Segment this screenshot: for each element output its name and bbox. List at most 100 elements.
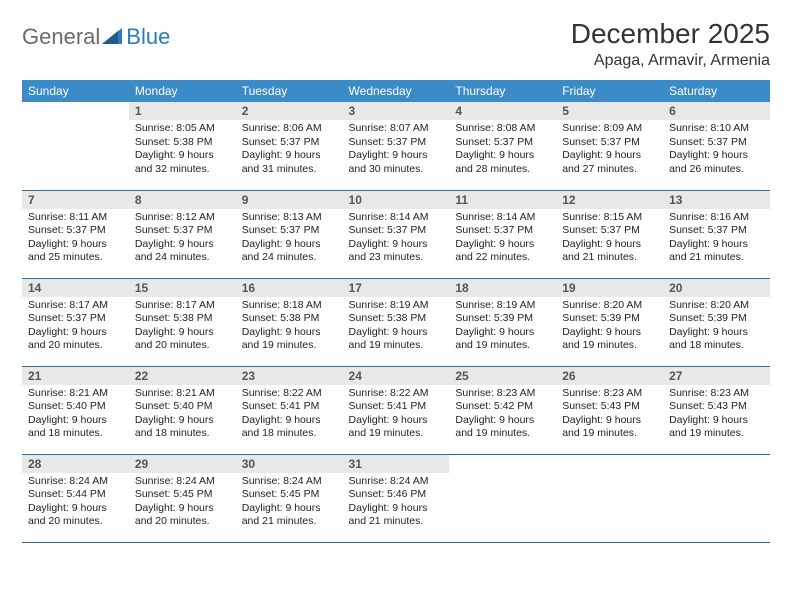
day-content: Sunrise: 8:05 AMSunset: 5:38 PMDaylight:… xyxy=(129,120,236,181)
day-number: 26 xyxy=(556,367,663,385)
day-content: Sunrise: 8:20 AMSunset: 5:39 PMDaylight:… xyxy=(556,297,663,358)
day-number: 15 xyxy=(129,279,236,297)
calendar-cell: 8Sunrise: 8:12 AMSunset: 5:37 PMDaylight… xyxy=(129,190,236,278)
calendar-cell xyxy=(663,454,770,542)
calendar-cell: 16Sunrise: 8:18 AMSunset: 5:38 PMDayligh… xyxy=(236,278,343,366)
day-header: Tuesday xyxy=(236,80,343,102)
day-number: 23 xyxy=(236,367,343,385)
day-number: 17 xyxy=(343,279,450,297)
calendar-row: 28Sunrise: 8:24 AMSunset: 5:44 PMDayligh… xyxy=(22,454,770,542)
day-content: Sunrise: 8:24 AMSunset: 5:46 PMDaylight:… xyxy=(343,473,450,534)
calendar-cell: 17Sunrise: 8:19 AMSunset: 5:38 PMDayligh… xyxy=(343,278,450,366)
triangle-icon xyxy=(102,26,124,49)
day-number: 1 xyxy=(129,102,236,120)
calendar-cell: 14Sunrise: 8:17 AMSunset: 5:37 PMDayligh… xyxy=(22,278,129,366)
day-header: Thursday xyxy=(449,80,556,102)
calendar-cell: 27Sunrise: 8:23 AMSunset: 5:43 PMDayligh… xyxy=(663,366,770,454)
calendar-row: 1Sunrise: 8:05 AMSunset: 5:38 PMDaylight… xyxy=(22,102,770,190)
day-content: Sunrise: 8:22 AMSunset: 5:41 PMDaylight:… xyxy=(236,385,343,446)
day-header-row: Sunday Monday Tuesday Wednesday Thursday… xyxy=(22,80,770,102)
logo: General Blue xyxy=(22,18,170,50)
day-content: Sunrise: 8:23 AMSunset: 5:42 PMDaylight:… xyxy=(449,385,556,446)
day-content: Sunrise: 8:14 AMSunset: 5:37 PMDaylight:… xyxy=(449,209,556,270)
calendar-cell: 11Sunrise: 8:14 AMSunset: 5:37 PMDayligh… xyxy=(449,190,556,278)
day-content: Sunrise: 8:13 AMSunset: 5:37 PMDaylight:… xyxy=(236,209,343,270)
calendar-cell xyxy=(22,102,129,190)
calendar-cell xyxy=(449,454,556,542)
day-number: 11 xyxy=(449,191,556,209)
day-number: 10 xyxy=(343,191,450,209)
day-content: Sunrise: 8:14 AMSunset: 5:37 PMDaylight:… xyxy=(343,209,450,270)
calendar-cell: 15Sunrise: 8:17 AMSunset: 5:38 PMDayligh… xyxy=(129,278,236,366)
day-header: Wednesday xyxy=(343,80,450,102)
day-header: Friday xyxy=(556,80,663,102)
logo-text-general: General xyxy=(22,24,100,50)
day-number: 7 xyxy=(22,191,129,209)
calendar-cell: 21Sunrise: 8:21 AMSunset: 5:40 PMDayligh… xyxy=(22,366,129,454)
day-number: 22 xyxy=(129,367,236,385)
calendar-cell: 9Sunrise: 8:13 AMSunset: 5:37 PMDaylight… xyxy=(236,190,343,278)
day-content: Sunrise: 8:24 AMSunset: 5:44 PMDaylight:… xyxy=(22,473,129,534)
day-number: 25 xyxy=(449,367,556,385)
day-number: 9 xyxy=(236,191,343,209)
day-number: 5 xyxy=(556,102,663,120)
day-number: 6 xyxy=(663,102,770,120)
day-content: Sunrise: 8:17 AMSunset: 5:38 PMDaylight:… xyxy=(129,297,236,358)
day-number: 21 xyxy=(22,367,129,385)
day-number: 28 xyxy=(22,455,129,473)
day-number: 19 xyxy=(556,279,663,297)
calendar-cell: 13Sunrise: 8:16 AMSunset: 5:37 PMDayligh… xyxy=(663,190,770,278)
day-number: 24 xyxy=(343,367,450,385)
calendar-row: 14Sunrise: 8:17 AMSunset: 5:37 PMDayligh… xyxy=(22,278,770,366)
day-number: 2 xyxy=(236,102,343,120)
calendar-cell: 6Sunrise: 8:10 AMSunset: 5:37 PMDaylight… xyxy=(663,102,770,190)
day-header: Monday xyxy=(129,80,236,102)
calendar-table: Sunday Monday Tuesday Wednesday Thursday… xyxy=(22,80,770,543)
day-number: 16 xyxy=(236,279,343,297)
calendar-cell: 20Sunrise: 8:20 AMSunset: 5:39 PMDayligh… xyxy=(663,278,770,366)
calendar-cell: 24Sunrise: 8:22 AMSunset: 5:41 PMDayligh… xyxy=(343,366,450,454)
calendar-cell: 18Sunrise: 8:19 AMSunset: 5:39 PMDayligh… xyxy=(449,278,556,366)
day-content: Sunrise: 8:07 AMSunset: 5:37 PMDaylight:… xyxy=(343,120,450,181)
calendar-row: 7Sunrise: 8:11 AMSunset: 5:37 PMDaylight… xyxy=(22,190,770,278)
calendar-row: 21Sunrise: 8:21 AMSunset: 5:40 PMDayligh… xyxy=(22,366,770,454)
day-number: 30 xyxy=(236,455,343,473)
day-number: 13 xyxy=(663,191,770,209)
day-number: 29 xyxy=(129,455,236,473)
calendar-cell: 1Sunrise: 8:05 AMSunset: 5:38 PMDaylight… xyxy=(129,102,236,190)
calendar-cell: 19Sunrise: 8:20 AMSunset: 5:39 PMDayligh… xyxy=(556,278,663,366)
day-content: Sunrise: 8:16 AMSunset: 5:37 PMDaylight:… xyxy=(663,209,770,270)
day-content: Sunrise: 8:11 AMSunset: 5:37 PMDaylight:… xyxy=(22,209,129,270)
calendar-cell: 26Sunrise: 8:23 AMSunset: 5:43 PMDayligh… xyxy=(556,366,663,454)
calendar-cell: 4Sunrise: 8:08 AMSunset: 5:37 PMDaylight… xyxy=(449,102,556,190)
calendar-cell: 29Sunrise: 8:24 AMSunset: 5:45 PMDayligh… xyxy=(129,454,236,542)
calendar-cell: 5Sunrise: 8:09 AMSunset: 5:37 PMDaylight… xyxy=(556,102,663,190)
day-content: Sunrise: 8:17 AMSunset: 5:37 PMDaylight:… xyxy=(22,297,129,358)
calendar-cell: 30Sunrise: 8:24 AMSunset: 5:45 PMDayligh… xyxy=(236,454,343,542)
calendar-cell: 25Sunrise: 8:23 AMSunset: 5:42 PMDayligh… xyxy=(449,366,556,454)
calendar-cell: 12Sunrise: 8:15 AMSunset: 5:37 PMDayligh… xyxy=(556,190,663,278)
header: General Blue December 2025 Apaga, Armavi… xyxy=(22,18,770,70)
calendar-cell: 7Sunrise: 8:11 AMSunset: 5:37 PMDaylight… xyxy=(22,190,129,278)
day-content: Sunrise: 8:23 AMSunset: 5:43 PMDaylight:… xyxy=(556,385,663,446)
calendar-cell: 22Sunrise: 8:21 AMSunset: 5:40 PMDayligh… xyxy=(129,366,236,454)
calendar-cell: 3Sunrise: 8:07 AMSunset: 5:37 PMDaylight… xyxy=(343,102,450,190)
month-title: December 2025 xyxy=(571,18,770,50)
day-content: Sunrise: 8:24 AMSunset: 5:45 PMDaylight:… xyxy=(236,473,343,534)
calendar-cell: 23Sunrise: 8:22 AMSunset: 5:41 PMDayligh… xyxy=(236,366,343,454)
day-content: Sunrise: 8:10 AMSunset: 5:37 PMDaylight:… xyxy=(663,120,770,181)
calendar-cell: 10Sunrise: 8:14 AMSunset: 5:37 PMDayligh… xyxy=(343,190,450,278)
calendar-cell xyxy=(556,454,663,542)
day-content: Sunrise: 8:06 AMSunset: 5:37 PMDaylight:… xyxy=(236,120,343,181)
day-header: Sunday xyxy=(22,80,129,102)
day-content: Sunrise: 8:15 AMSunset: 5:37 PMDaylight:… xyxy=(556,209,663,270)
day-content: Sunrise: 8:18 AMSunset: 5:38 PMDaylight:… xyxy=(236,297,343,358)
day-number: 20 xyxy=(663,279,770,297)
day-content: Sunrise: 8:24 AMSunset: 5:45 PMDaylight:… xyxy=(129,473,236,534)
calendar-cell: 2Sunrise: 8:06 AMSunset: 5:37 PMDaylight… xyxy=(236,102,343,190)
day-number: 27 xyxy=(663,367,770,385)
day-content: Sunrise: 8:09 AMSunset: 5:37 PMDaylight:… xyxy=(556,120,663,181)
day-content: Sunrise: 8:20 AMSunset: 5:39 PMDaylight:… xyxy=(663,297,770,358)
calendar-cell: 31Sunrise: 8:24 AMSunset: 5:46 PMDayligh… xyxy=(343,454,450,542)
day-number: 8 xyxy=(129,191,236,209)
